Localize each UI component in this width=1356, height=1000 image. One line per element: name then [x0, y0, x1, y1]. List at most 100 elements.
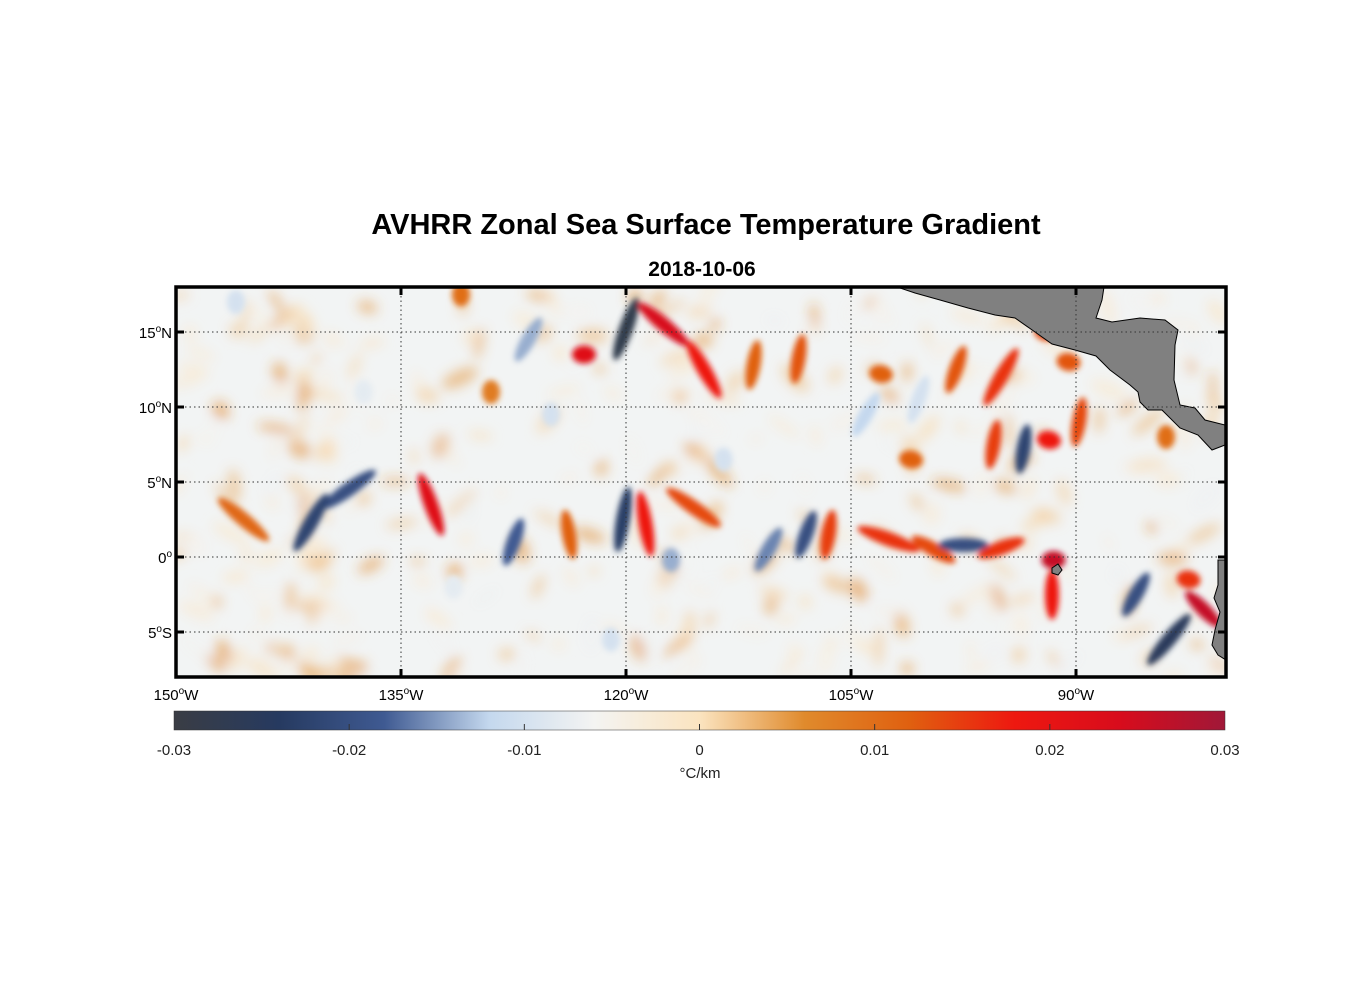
texture-patch	[314, 440, 333, 462]
texture-patch	[1123, 624, 1152, 638]
texture-patch	[257, 423, 297, 435]
texture-patch	[902, 362, 913, 382]
texture-patch	[309, 389, 344, 402]
texture-patch	[764, 595, 778, 616]
texture-patch	[297, 660, 322, 677]
texture-patch	[984, 581, 996, 619]
texture-patch	[293, 412, 308, 449]
texture-patch	[872, 293, 884, 326]
lat-tick-label: 10oN	[139, 399, 172, 417]
texture-patch	[1149, 293, 1167, 304]
texture-patch	[1165, 571, 1180, 598]
gradient-feature	[686, 340, 722, 399]
colorbar-tick-label: 0.01	[860, 742, 889, 759]
texture-patch	[1004, 412, 1013, 450]
texture-patch	[229, 324, 243, 338]
texture-patch	[691, 423, 708, 437]
colorbar: -0.03 -0.02 -0.01 0 0.01 0.02 0.03 °C/km	[157, 710, 1240, 782]
gradient-feature	[1045, 569, 1059, 620]
gradient-feature	[983, 348, 1019, 406]
texture-patch	[274, 656, 297, 677]
map-tick-marks	[174, 287, 1226, 677]
texture-patch	[531, 574, 545, 599]
texture-patch	[960, 585, 989, 606]
texture-patch	[409, 448, 419, 465]
texture-patch	[1207, 390, 1222, 412]
texture-patch	[245, 658, 279, 677]
texture-patch	[964, 662, 992, 672]
texture-patch	[1060, 566, 1074, 580]
texture-patch	[922, 322, 933, 350]
texture-patch	[380, 478, 411, 485]
texture-patch	[270, 434, 281, 460]
texture-patch	[334, 614, 353, 623]
gradient-feature	[1037, 430, 1061, 450]
texture-patch	[688, 645, 702, 669]
gradient-feature	[542, 402, 560, 427]
texture-patch	[974, 471, 988, 499]
gradient-feature	[1176, 570, 1201, 589]
texture-patch	[641, 630, 657, 653]
texture-patch	[1190, 639, 1204, 651]
texture-patch	[308, 423, 341, 442]
lon-tick-label: 150oW	[154, 686, 200, 704]
gradient-feature	[560, 509, 578, 560]
texture-patch	[880, 387, 899, 404]
texture-patch	[662, 632, 694, 657]
texture-patch	[1021, 511, 1051, 533]
colorbar-tick-label: 0.02	[1035, 742, 1064, 759]
texture-patch	[1094, 406, 1104, 434]
texture-patch	[177, 435, 190, 452]
gradient-feature	[444, 575, 463, 599]
gradient-feature	[482, 380, 500, 404]
texture-patch	[212, 400, 230, 420]
texture-patch	[260, 603, 271, 623]
lon-tick-label: 105oW	[829, 686, 875, 704]
colorbar-tick-label: 0	[695, 742, 703, 759]
texture-patch	[894, 612, 910, 638]
gradient-feature	[636, 491, 655, 557]
texture-patch	[950, 603, 965, 617]
texture-patch	[575, 395, 587, 426]
texture-patch	[955, 421, 966, 434]
texture-patch	[228, 646, 247, 672]
texture-patch	[663, 461, 679, 475]
texture-patch	[297, 495, 309, 513]
texture-patch	[281, 303, 302, 327]
texture-patch	[1187, 523, 1221, 544]
lat-tick-label: 15oN	[139, 324, 172, 342]
gradient-feature	[293, 493, 329, 552]
texture-patch	[559, 472, 579, 483]
texture-patch	[1008, 593, 1036, 606]
colorbar-tick-label: 0.03	[1210, 742, 1239, 759]
texture-patch	[296, 375, 309, 412]
texture-patch	[990, 583, 1007, 612]
texture-patch	[649, 575, 666, 599]
texture-patch	[1146, 521, 1158, 533]
texture-patch	[810, 424, 821, 447]
graticule	[176, 287, 1226, 677]
texture-patch	[801, 324, 822, 337]
texture-patch	[822, 576, 852, 593]
gradient-feature	[790, 334, 807, 384]
gradient-feature	[572, 345, 596, 364]
texture-patch	[705, 611, 714, 629]
texture-patch	[533, 510, 567, 529]
texture-patch	[497, 648, 516, 661]
texture-patch	[441, 367, 478, 389]
texture-patch	[425, 609, 452, 629]
texture-patch	[967, 641, 975, 661]
texture-patch	[583, 615, 599, 654]
texture-patch	[851, 634, 864, 650]
lon-tick-label: 135oW	[379, 686, 425, 704]
texture-patch	[313, 602, 332, 624]
texture-patch	[797, 472, 812, 496]
texture-patch	[711, 503, 721, 516]
texture-patch	[215, 639, 233, 664]
texture-patch	[684, 610, 696, 631]
texture-patch	[710, 318, 721, 331]
texture-patch	[798, 594, 812, 609]
lat-tick-label: 5oS	[148, 624, 172, 642]
texture-patch	[204, 654, 227, 673]
